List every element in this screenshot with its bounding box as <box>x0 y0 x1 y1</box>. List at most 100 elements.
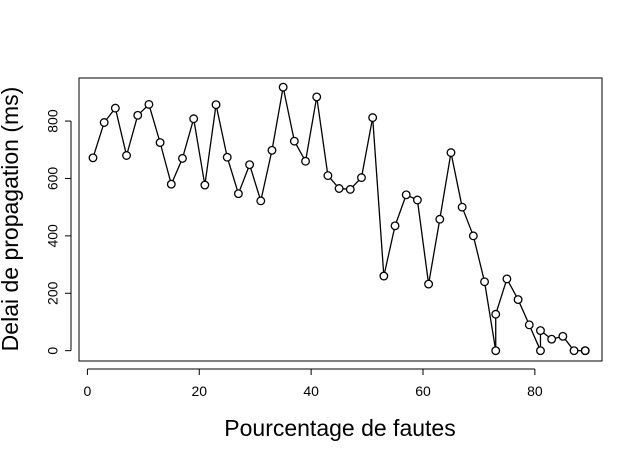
x-tick-label: 80 <box>527 383 543 399</box>
plot-frame <box>78 77 603 362</box>
x-tick-label: 0 <box>83 383 91 399</box>
data-point <box>580 346 590 356</box>
y-axis-title: Delai de propagation (ms) <box>0 87 23 352</box>
data-point <box>536 346 545 356</box>
series-segment <box>361 121 373 174</box>
series-segment <box>543 332 550 338</box>
series-segment <box>139 106 147 114</box>
x-axis-title: Pourcentage de fautes <box>224 415 455 441</box>
data-point <box>390 221 400 231</box>
series-segment <box>484 285 496 348</box>
series-segment <box>451 156 463 204</box>
data-point <box>323 171 333 181</box>
data-point <box>379 271 389 281</box>
data-point <box>412 195 422 205</box>
series-segment <box>496 282 507 311</box>
y-tick-label: 0 <box>45 347 61 355</box>
y-tick-label: 800 <box>45 109 61 133</box>
series-segment <box>160 146 171 181</box>
series-segment <box>384 229 395 273</box>
data-point <box>558 331 568 341</box>
data-point <box>278 82 288 92</box>
data-point <box>133 110 143 120</box>
data-point <box>178 153 187 163</box>
data-point <box>424 279 434 289</box>
series-segment <box>239 167 249 191</box>
series-segment <box>305 100 317 158</box>
series-segment <box>260 153 272 198</box>
series-segment <box>115 111 127 152</box>
data-point <box>110 103 120 113</box>
series-segment <box>409 195 415 199</box>
data-point <box>368 113 378 123</box>
data-point <box>88 153 98 163</box>
data-point <box>166 179 176 189</box>
series-segment <box>462 210 473 233</box>
data-point <box>547 334 557 344</box>
series-segment <box>193 122 205 182</box>
data-point <box>524 320 534 330</box>
series-segment <box>352 179 360 188</box>
data-point <box>334 184 344 193</box>
data-point <box>457 202 467 212</box>
data-point <box>289 136 299 146</box>
data-point <box>536 326 545 336</box>
data-point <box>401 190 411 200</box>
data-point <box>513 295 523 305</box>
series-segment <box>372 121 385 273</box>
series-segment <box>519 302 529 322</box>
data-point <box>122 151 131 160</box>
series-segment <box>204 108 217 182</box>
data-point <box>435 214 445 224</box>
series-segment <box>295 144 305 159</box>
data-point <box>267 145 277 155</box>
series-segment <box>428 222 440 281</box>
data-point <box>211 100 221 110</box>
x-axis: 0 20 40 60 80 <box>83 368 543 399</box>
series-segment <box>182 122 194 155</box>
series-segment <box>395 198 406 223</box>
series-segment <box>149 107 160 140</box>
series-segment <box>250 168 261 198</box>
data-point <box>144 99 154 109</box>
data-point <box>491 346 501 356</box>
data-point <box>155 138 165 148</box>
series-segment <box>530 328 540 348</box>
x-tick-label: 40 <box>303 383 319 399</box>
y-tick-label: 600 <box>45 167 61 191</box>
y-tick-label: 200 <box>45 281 61 305</box>
data-point <box>345 184 355 194</box>
series-segment <box>93 125 104 155</box>
x-tick-label: 60 <box>415 383 431 399</box>
data-point <box>312 92 322 102</box>
data-point <box>189 114 199 124</box>
data-point <box>301 156 310 166</box>
series-segment <box>564 338 573 349</box>
series-line-group <box>93 90 582 352</box>
data-point <box>256 196 266 206</box>
series-segment <box>473 239 485 279</box>
data-point <box>446 148 456 158</box>
series-segment <box>439 156 451 216</box>
data-point <box>233 189 243 199</box>
data-point <box>491 309 501 319</box>
series-segment <box>126 118 138 153</box>
data-point <box>569 346 579 356</box>
series-segment <box>272 90 284 147</box>
y-tick-label: 400 <box>45 224 61 248</box>
data-point <box>357 173 366 183</box>
data-point <box>222 152 232 162</box>
series-points-group <box>88 82 590 356</box>
data-point <box>245 160 255 170</box>
data-point <box>99 118 109 127</box>
series-segment <box>508 281 517 297</box>
series-segment <box>417 203 429 281</box>
series-segment <box>216 108 228 154</box>
data-point <box>468 231 478 241</box>
y-axis: 0 200 400 600 800 <box>45 109 72 355</box>
data-point <box>480 277 489 287</box>
series-segment <box>227 160 238 191</box>
series-segment <box>555 336 560 339</box>
